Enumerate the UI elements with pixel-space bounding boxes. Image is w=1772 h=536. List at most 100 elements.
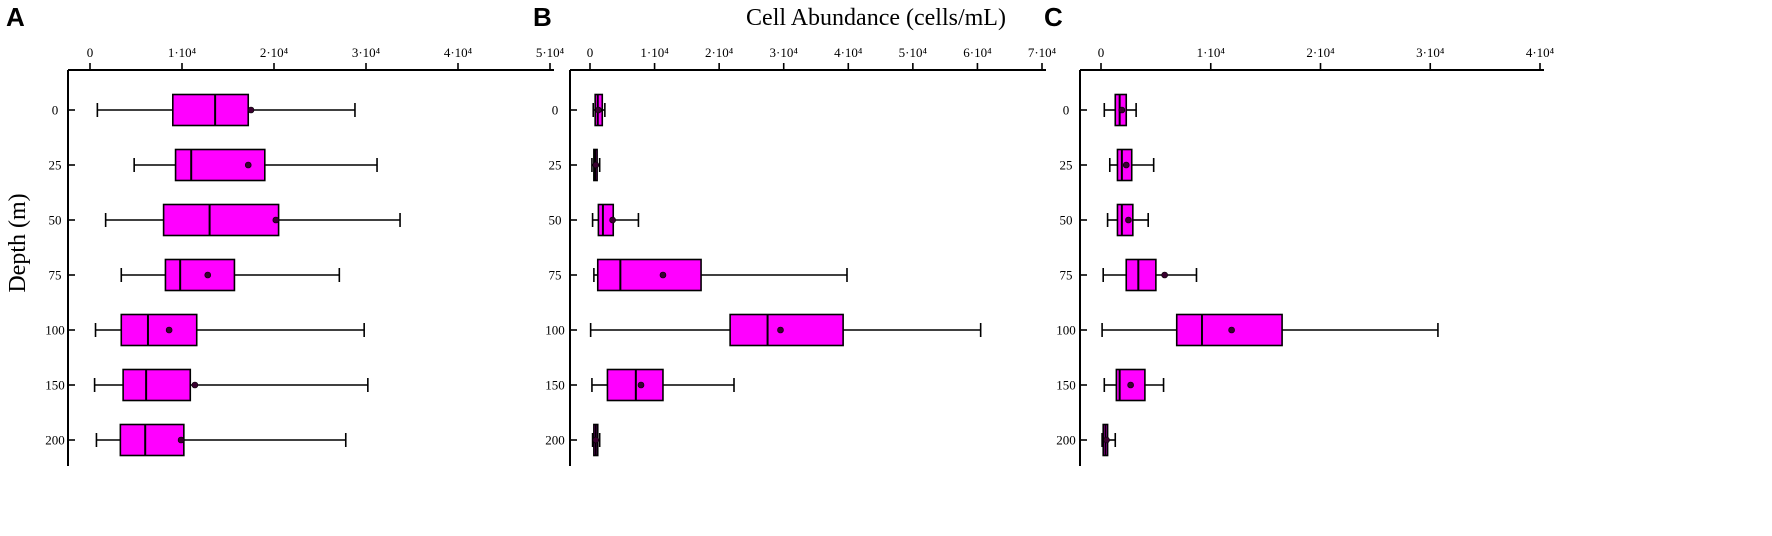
mean-marker <box>592 161 600 169</box>
iqr-box <box>119 423 185 457</box>
x-tick-label: 7·10⁴ <box>1028 45 1057 60</box>
iqr-box <box>172 93 250 127</box>
x-tick-label: 6·10⁴ <box>963 45 992 60</box>
x-tick-label: 1·10⁴ <box>1197 45 1226 60</box>
y-tick-label: 200 <box>1056 433 1076 448</box>
box-depth-25 <box>591 148 601 182</box>
mean-marker <box>272 216 280 224</box>
box-depth-25 <box>1108 148 1155 182</box>
x-tick-label: 0 <box>1098 45 1105 60</box>
y-tick-label: 0 <box>552 103 559 118</box>
x-tick-label: 4·10⁴ <box>1526 45 1555 60</box>
iqr-box <box>729 313 844 347</box>
x-tick-label: 3·10⁴ <box>1416 45 1445 60</box>
y-tick-label: 25 <box>549 158 562 173</box>
y-tick-label: 25 <box>49 158 62 173</box>
x-tick-label: 2·10⁴ <box>260 45 289 60</box>
y-tick-label: 150 <box>45 378 65 393</box>
mean-marker <box>1122 161 1130 169</box>
box-depth-150 <box>1103 368 1165 402</box>
x-tick-label: 5·10⁴ <box>899 45 928 60</box>
mean-marker <box>244 161 252 169</box>
panel-B: B 0 1·10⁴ 2·10⁴ 3·10⁴ 4·10⁴ 5·10⁴ 6·10⁴ 7·10⁴ 0 25… <box>533 2 1057 466</box>
mean-marker <box>1161 271 1168 279</box>
y-tick-label: 75 <box>549 268 562 283</box>
y-tick-label: 50 <box>49 213 62 228</box>
y-tick-label: 0 <box>52 103 59 118</box>
y-tick-label: 150 <box>1056 378 1076 393</box>
iqr-box <box>120 313 198 347</box>
panel-letter: C <box>1044 2 1063 32</box>
box-depth-75 <box>120 258 341 292</box>
box-depth-50 <box>104 203 401 237</box>
y-axis-title: Depth (m) <box>5 193 31 292</box>
x-tick-label: 1·10⁴ <box>168 45 197 60</box>
mean-marker <box>165 326 173 334</box>
y-tick-label: 50 <box>549 213 562 228</box>
x-tick-label: 3·10⁴ <box>770 45 799 60</box>
y-tick-label: 150 <box>545 378 565 393</box>
box-depth-200 <box>591 423 601 457</box>
panel-A: A 0 1·10⁴ 2·10⁴ 3·10⁴ 4·10⁴ 5·10⁴ 0 25 50 75 100 150… <box>6 2 565 466</box>
box-depth-200 <box>1101 423 1117 457</box>
mean-marker <box>609 216 616 224</box>
iqr-box <box>596 258 702 292</box>
box-depth-75 <box>1102 258 1198 292</box>
x-tick-label: 0 <box>587 45 594 60</box>
x-tick-label: 5·10⁴ <box>536 45 565 60</box>
iqr-box <box>164 258 236 292</box>
box-depth-0 <box>592 93 606 127</box>
y-tick-label: 75 <box>1060 268 1073 283</box>
x-tick-label: 2·10⁴ <box>1306 45 1335 60</box>
panel-letter: B <box>533 2 552 32</box>
mean-marker <box>1118 106 1126 114</box>
x-tick-label: 2·10⁴ <box>705 45 734 60</box>
x-axis-title: Cell Abundance (cells/mL) <box>746 5 1006 31</box>
y-tick-label: 100 <box>1056 323 1076 338</box>
box-depth-75 <box>593 258 848 292</box>
mean-marker <box>247 106 255 114</box>
panel-C: C 0 1·10⁴ 2·10⁴ 3·10⁴ 4·10⁴ 0 25 50 75 100 150 200 <box>1044 2 1555 466</box>
box-depth-100 <box>1101 313 1439 347</box>
box-depth-50 <box>1106 203 1149 237</box>
mean-marker <box>595 106 602 114</box>
y-tick-label: 100 <box>545 323 565 338</box>
x-tick-label: 3·10⁴ <box>352 45 381 60</box>
mean-marker <box>777 326 784 334</box>
mean-marker <box>191 381 199 389</box>
x-tick-label: 0 <box>87 45 94 60</box>
iqr-box <box>122 368 192 402</box>
mean-marker <box>1228 326 1235 334</box>
y-tick-label: 100 <box>45 323 65 338</box>
box-depth-150 <box>591 368 735 402</box>
box-depth-50 <box>591 203 640 237</box>
mean-marker <box>1127 381 1134 389</box>
x-tick-label: 1·10⁴ <box>640 45 669 60</box>
box-depth-100 <box>589 313 982 347</box>
mean-marker <box>592 436 600 444</box>
y-tick-label: 200 <box>545 433 565 448</box>
y-tick-label: 75 <box>49 268 62 283</box>
y-tick-label: 0 <box>1063 103 1070 118</box>
box-depth-150 <box>93 368 369 402</box>
iqr-box <box>162 203 280 237</box>
y-tick-label: 25 <box>1060 158 1073 173</box>
box-depth-200 <box>95 423 347 457</box>
x-tick-label: 4·10⁴ <box>444 45 473 60</box>
x-tick-label: 4·10⁴ <box>834 45 863 60</box>
mean-marker <box>177 436 185 444</box>
y-tick-label: 50 <box>1060 213 1073 228</box>
box-depth-0 <box>96 93 356 127</box>
mean-marker <box>637 381 645 389</box>
box-depth-25 <box>133 148 378 182</box>
y-tick-label: 200 <box>45 433 65 448</box>
box-depth-0 <box>1103 93 1137 127</box>
panels: A 0 1·10⁴ 2·10⁴ 3·10⁴ 4·10⁴ 5·10⁴ 0 25 50 75 100 150… <box>6 2 1555 466</box>
box-depth-100 <box>94 313 365 347</box>
mean-marker <box>204 271 212 279</box>
mean-marker <box>659 271 667 279</box>
panel-letter: A <box>6 2 25 32</box>
mean-marker <box>1103 436 1110 444</box>
iqr-box <box>1125 258 1157 292</box>
